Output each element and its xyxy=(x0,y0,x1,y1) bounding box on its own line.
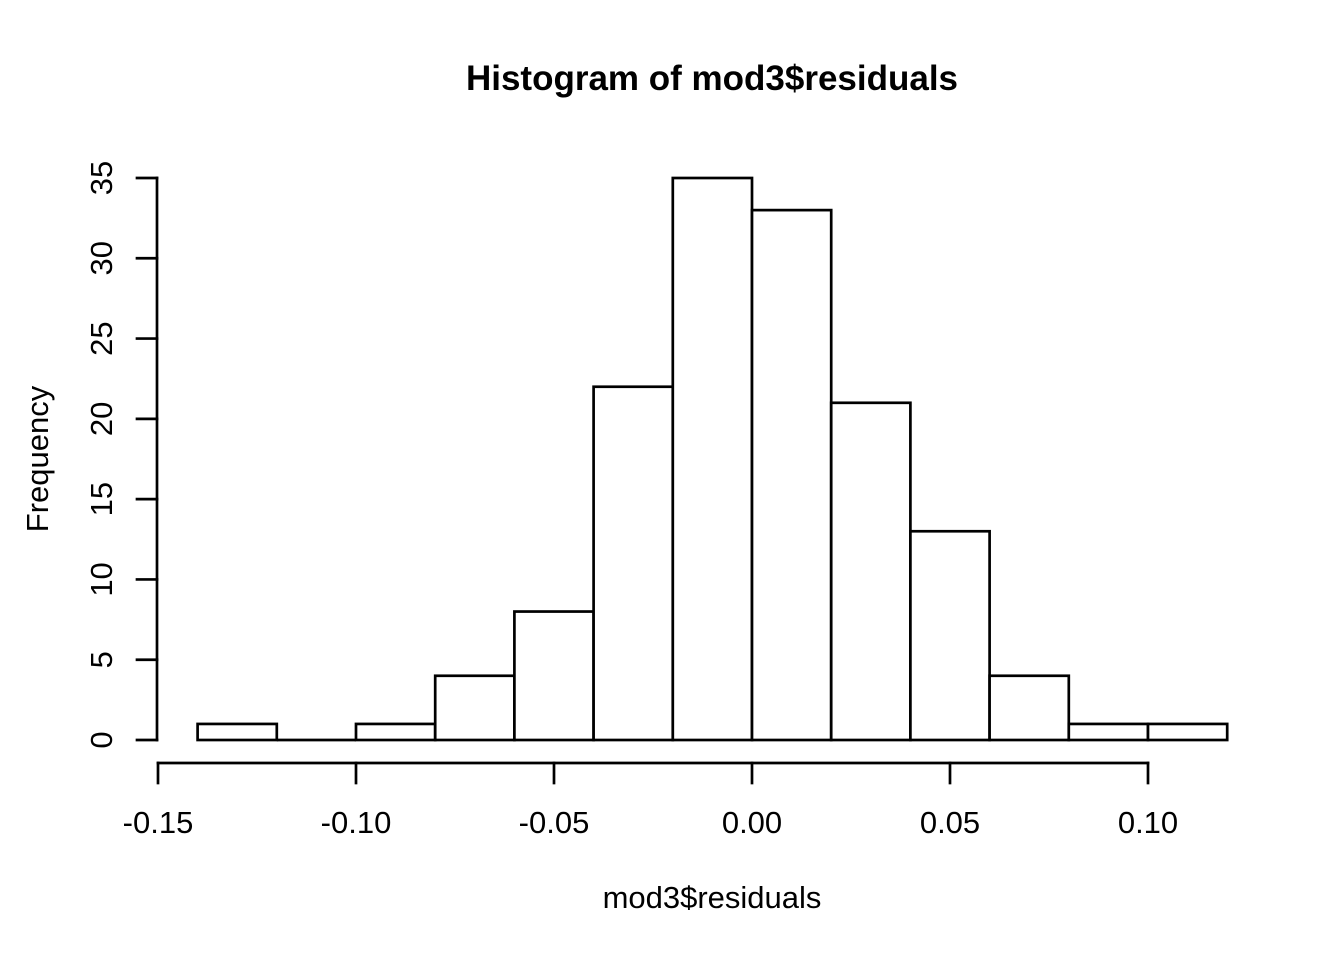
histogram-bar xyxy=(829,401,912,742)
axes-group: -0.15 -0.10 -0.05 0.00 0.05 0.10 0 5 10 15 20 25 30 3… xyxy=(84,161,1178,840)
histogram-bar xyxy=(909,529,991,742)
x-tick-label: -0.15 xyxy=(123,805,194,840)
x-tick-label: -0.10 xyxy=(321,805,392,840)
y-tick-label: 10 xyxy=(84,562,119,596)
x-tick-label: 0.10 xyxy=(1118,805,1178,840)
y-tick-label: 0 xyxy=(84,731,119,748)
chart-title: Histogram of mod3$residuals xyxy=(466,59,958,98)
histogram-bar xyxy=(354,722,437,742)
y-tick-label: 15 xyxy=(84,482,119,516)
y-tick-label: 35 xyxy=(84,161,119,195)
x-axis-title: mod3$residuals xyxy=(603,880,822,915)
y-tick-label: 25 xyxy=(84,321,119,355)
histogram-bar xyxy=(592,385,675,742)
histogram-bar xyxy=(1067,722,1150,742)
x-tick-label: 0.00 xyxy=(722,805,782,840)
x-tick-label: 0.05 xyxy=(920,805,980,840)
x-tick-label: -0.05 xyxy=(519,805,590,840)
histogram-bar xyxy=(988,674,1071,742)
histogram-bar xyxy=(750,208,833,742)
histogram-bar xyxy=(671,176,754,742)
histogram-bar xyxy=(1146,722,1229,742)
y-tick-label: 30 xyxy=(84,241,119,275)
y-tick-label: 20 xyxy=(84,402,119,436)
y-axis-title: Frequency xyxy=(20,385,55,532)
histogram-bar xyxy=(513,610,595,742)
histogram-bar xyxy=(196,722,279,742)
bars-group xyxy=(196,176,1229,742)
y-tick-label: 5 xyxy=(84,651,119,668)
histogram-bar xyxy=(433,674,516,742)
